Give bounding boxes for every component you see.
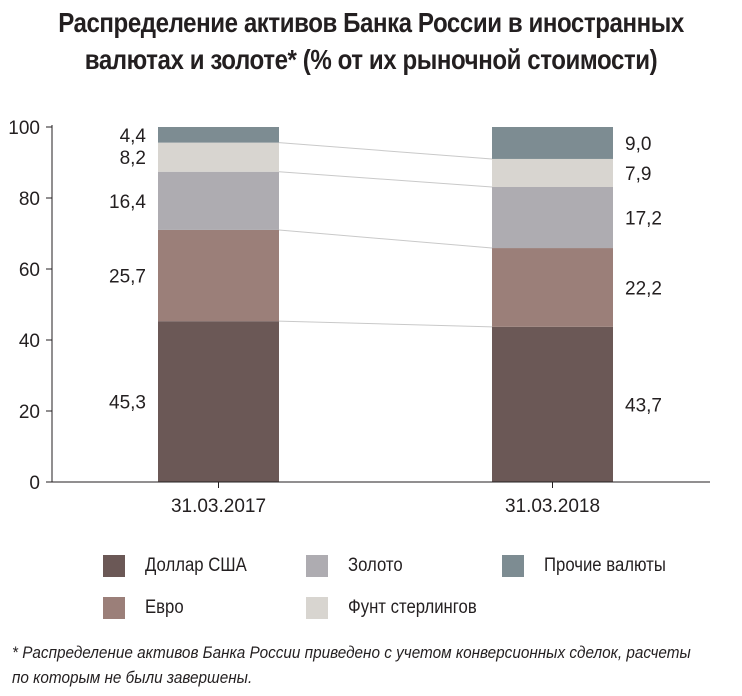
bar-segment [158,142,279,172]
legend-swatch [306,555,328,577]
bar-segment [492,127,613,159]
legend-item-dollar: Доллар США [103,555,261,577]
bar-segment [492,158,613,187]
data-label: 4,4 [120,126,147,147]
data-label: 25,7 [109,267,146,288]
y-tick-label: 0 [29,473,40,494]
bar-segment [158,229,279,322]
x-axis: 31.03.2017 31.03.2018 [52,481,710,517]
x-tick-label: 31.03.2018 [505,496,600,517]
legend-label: Евро [145,597,184,618]
data-label: 8,2 [120,148,146,169]
stacked-bar-chart: 0 20 40 60 80 100 45,3 25,7 16,4 8,24,4 43,7 22,2 1… [8,118,710,517]
x-tick-label: 31.03.2017 [171,496,266,517]
connector-line [278,320,493,328]
bar-segment [492,326,613,482]
value-labels: 45,3 25,7 16,4 8,24,4 43,7 22,2 17,2 7,9 9,0 [109,126,662,417]
data-label: 9,0 [625,134,651,155]
legend-item-pound: Фунт стерлингов [306,597,494,619]
y-tick-label: 20 [19,402,40,423]
y-tick-label: 60 [19,260,40,281]
legend-swatch [103,597,125,619]
legend-label: Фунт стерлингов [348,597,477,618]
legend-swatch [306,597,328,619]
bar-segment [492,186,613,249]
connector-lines [278,142,493,328]
bar-segment [158,321,279,482]
chart-title-line-1: Распределение активов Банка России в ино… [58,7,684,38]
bar-segment [158,127,279,143]
legend-item-other-currencies: Прочие валюты [502,555,682,577]
footnote: * Распределение активов Банка России при… [12,640,734,690]
legend-swatch [103,555,125,577]
bar-segment [492,248,613,327]
legend-swatch [502,555,524,577]
chart-title: Распределение активов Банка России в ино… [52,4,690,78]
data-label: 17,2 [625,209,662,230]
data-label: 22,2 [625,278,662,299]
chart-title-line-2: валютах и золоте* (% от их рыночной стои… [84,44,658,75]
legend-item-euro: Евро [103,597,189,619]
y-tick-label: 40 [19,331,40,352]
data-label: 16,4 [109,192,146,213]
y-tick-label: 80 [19,189,40,210]
y-axis: 0 20 40 60 80 100 [8,118,53,494]
connector-line [278,229,493,249]
data-label: 43,7 [625,395,662,416]
y-tick-label: 100 [8,118,40,139]
bars [158,127,613,482]
data-label: 7,9 [625,164,651,185]
legend-label: Доллар США [145,555,247,576]
footnote-line-1: * Распределение активов Банка России при… [12,643,691,662]
connector-line [278,171,493,188]
bar-segment [158,171,279,230]
legend-item-gold: Золото [306,555,410,577]
footnote-line-2: по которым не были завершены. [12,668,253,687]
connector-line [278,142,493,160]
data-label: 45,3 [109,393,146,414]
legend-label: Золото [348,555,403,576]
legend-label: Прочие валюты [544,555,666,576]
